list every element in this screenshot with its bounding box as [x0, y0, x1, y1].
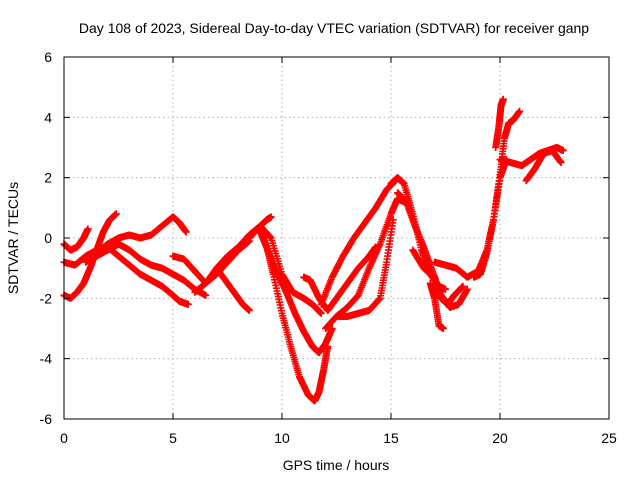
data-point	[516, 107, 524, 115]
data-point	[184, 300, 192, 308]
data-point	[389, 216, 397, 224]
data-points	[60, 95, 567, 405]
y-axis-label: SDTVAR / TECUs	[5, 182, 21, 294]
axis-ticks: 0 5 10 15 20 25 -6 -4 -2 0 2 4 6	[40, 49, 617, 446]
data-point	[328, 325, 336, 332]
data-point	[559, 147, 567, 155]
data-point	[267, 213, 275, 221]
series-arc-w	[496, 144, 567, 170]
series-arc-n	[317, 177, 399, 308]
series-arc-o	[333, 216, 397, 320]
x-tick-label: 0	[60, 430, 68, 446]
data-point	[317, 309, 325, 317]
y-tick-label: -4	[40, 351, 53, 367]
series-arc-j	[256, 228, 336, 357]
data-point	[182, 228, 190, 236]
data-point	[463, 285, 471, 293]
data-point	[84, 225, 92, 233]
chart-title: Day 108 of 2023, Sidereal Day-to-day VTE…	[79, 20, 589, 36]
x-tick-label: 10	[274, 430, 290, 446]
y-tick-label: 6	[44, 49, 52, 65]
series-arc-v	[492, 95, 507, 151]
x-tick-label: 5	[169, 430, 177, 446]
series-arc-u	[470, 107, 524, 281]
data-point	[112, 210, 120, 218]
y-tick-label: -6	[40, 411, 53, 427]
data-point	[499, 95, 507, 103]
y-tick-label: -2	[40, 290, 53, 306]
data-point	[459, 282, 467, 290]
series-arc-e	[93, 240, 210, 299]
series-arc-s	[426, 279, 447, 332]
series-arc-x	[522, 147, 565, 185]
data-point	[202, 291, 210, 299]
y-tick-label: 4	[44, 109, 52, 125]
y-tick-label: 0	[44, 230, 52, 246]
data-point	[245, 306, 253, 314]
grid-lines	[64, 57, 609, 419]
x-tick-label: 25	[601, 430, 617, 446]
data-point	[439, 325, 447, 332]
x-axis-label: GPS time / hours	[283, 457, 390, 473]
series-arc-c	[60, 225, 92, 254]
series-arc-r	[409, 246, 467, 308]
x-tick-label: 15	[383, 430, 399, 446]
x-tick-label: 20	[492, 430, 508, 446]
series-arc-h	[213, 264, 253, 314]
data-point	[442, 285, 449, 293]
y-tick-label: 2	[44, 170, 52, 186]
data-point	[557, 159, 565, 167]
series-arc-k	[245, 222, 325, 317]
